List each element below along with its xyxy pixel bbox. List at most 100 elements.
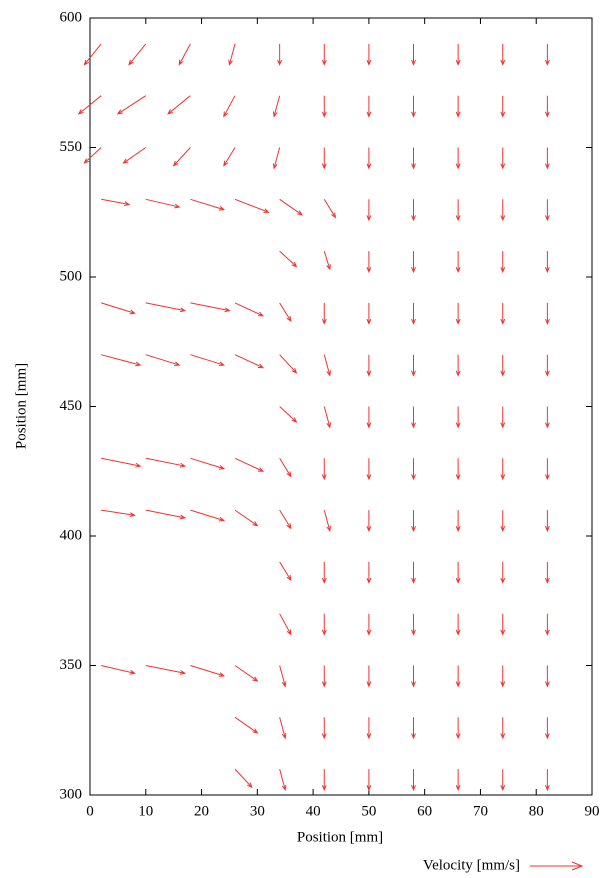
vector-arrow (323, 354, 332, 377)
vector-arrow (500, 95, 506, 118)
vector-arrow (234, 716, 259, 734)
vector-arrow (411, 458, 416, 481)
vector-arrow (500, 406, 506, 429)
vector-arrow (411, 769, 416, 792)
y-axis-label: Position [mm] (13, 363, 29, 449)
vector-arrow (323, 199, 337, 219)
vector-arrow (128, 43, 147, 66)
vector-arrow (321, 769, 327, 792)
vector-arrow (544, 406, 550, 429)
vector-arrow (321, 458, 327, 481)
vector-arrow (366, 717, 372, 740)
vector-arrow (544, 251, 550, 274)
vector-arrow (234, 198, 270, 213)
vector-arrow (101, 509, 136, 517)
vector-arrow (234, 509, 259, 527)
vector-arrow (279, 665, 287, 688)
vector-arrow (145, 509, 187, 520)
vector-arrow (321, 302, 327, 325)
vector-arrow (366, 510, 372, 533)
vector-arrow (366, 302, 372, 325)
vector-arrow (279, 302, 292, 323)
vector-arrow (321, 95, 327, 118)
vector-arrow (411, 406, 416, 429)
vector-arrow (544, 458, 550, 481)
vector-arrow (366, 147, 372, 170)
vector-arrow (321, 717, 327, 740)
y-tick-label: 550 (60, 139, 83, 155)
vector-arrow (223, 95, 236, 118)
x-tick-label: 60 (417, 803, 432, 819)
vector-arrow (411, 717, 416, 740)
vector-arrow (455, 665, 461, 688)
vector-arrow (279, 561, 292, 582)
vector-arrow (366, 354, 372, 377)
x-tick-label: 10 (138, 803, 153, 819)
vector-arrow (411, 561, 416, 584)
vector-arrow (366, 561, 372, 584)
vector-arrow (279, 768, 287, 792)
vector-arrow (190, 198, 226, 211)
vector-arrow (411, 43, 416, 66)
vector-arrow (279, 250, 298, 268)
vector-arrow (145, 665, 187, 675)
vector-arrow (190, 354, 226, 367)
vector-arrow (411, 613, 416, 636)
y-tick-label: 300 (60, 786, 83, 802)
y-tick-label: 400 (60, 527, 83, 543)
vector-arrow (279, 406, 298, 423)
vector-arrow (455, 458, 461, 481)
vector-arrow (411, 354, 416, 377)
x-tick-label: 90 (585, 803, 600, 819)
vector-arrow (190, 302, 231, 313)
vector-arrow (101, 302, 136, 315)
x-tick-label: 40 (306, 803, 321, 819)
y-tick-label: 350 (60, 657, 83, 673)
x-tick-label: 30 (250, 803, 265, 819)
vector-arrow (500, 613, 506, 636)
vector-arrow (544, 302, 550, 325)
vector-arrow (455, 613, 461, 636)
x-tick-label: 20 (194, 803, 209, 819)
vector-arrow (544, 665, 550, 688)
x-tick-label: 50 (361, 803, 376, 819)
vector-arrow (366, 406, 372, 429)
vector-arrow (455, 43, 461, 66)
vector-arrow (277, 43, 283, 66)
vector-arrow (101, 354, 142, 367)
vector-arrow (500, 665, 506, 688)
vector-arrow (190, 457, 226, 470)
vector-arrow (455, 199, 461, 222)
vector-arrow (455, 147, 461, 170)
vector-arrow (234, 457, 265, 472)
vector-arrow (544, 717, 550, 740)
vector-arrow (544, 510, 550, 533)
vector-arrow (411, 302, 416, 325)
x-axis-label: Position [mm] (297, 829, 383, 845)
vector-arrow (366, 199, 372, 222)
vector-arrow (145, 302, 187, 313)
vector-arrow (500, 458, 506, 481)
x-tick-label: 70 (473, 803, 488, 819)
vector-arrow (500, 354, 506, 377)
vector-arrow (234, 768, 253, 789)
vector-arrow (411, 147, 416, 170)
vector-arrow (544, 43, 550, 66)
vector-arrow (323, 406, 332, 429)
vector-arrow (366, 769, 372, 792)
vector-arrow (455, 354, 461, 377)
vector-arrow (411, 95, 416, 118)
vector-arrow (323, 509, 332, 533)
vector-arrow (279, 198, 304, 216)
plot-frame (89, 17, 593, 796)
vector-arrow (500, 717, 506, 740)
vector-arrow (83, 147, 102, 164)
vector-arrow (366, 613, 372, 636)
vector-arrow (455, 561, 461, 584)
vector-arrow (500, 302, 506, 325)
vector-arrow (366, 43, 372, 66)
vector-arrow (101, 457, 142, 468)
vector-arrow (323, 250, 331, 271)
vector-arrow (279, 509, 292, 530)
